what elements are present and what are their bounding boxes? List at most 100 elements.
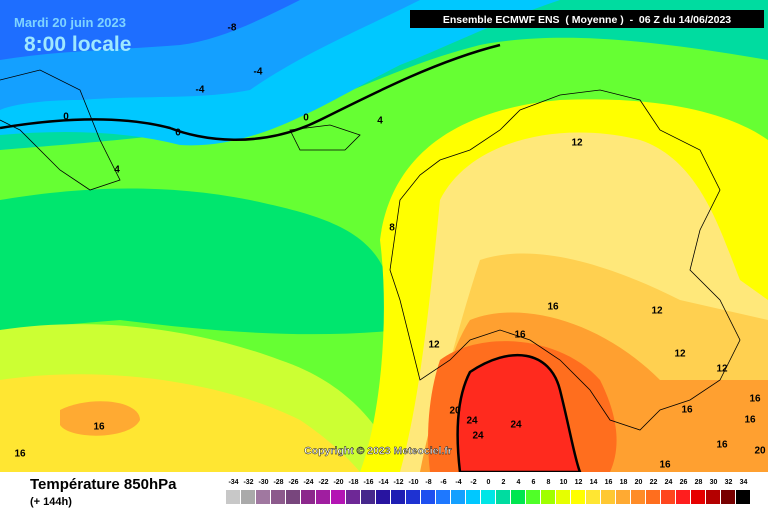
scale-label: -6 (440, 479, 446, 486)
scale-swatch (646, 490, 660, 504)
contour-label: 12 (674, 349, 686, 360)
scale-swatch (676, 490, 690, 504)
contour-label: 24 (472, 431, 484, 442)
scale-swatch (481, 490, 495, 504)
scale-swatch (466, 490, 480, 504)
contour-label: 12 (651, 306, 663, 317)
contour-label: 20 (754, 446, 766, 457)
contour-label: 4 (114, 165, 120, 176)
scale-label: -2 (470, 479, 476, 486)
scale-swatch (631, 490, 645, 504)
zone-m8 (0, 0, 300, 60)
contour-label: -8 (228, 23, 237, 34)
scale-swatch (736, 490, 750, 504)
scale-label: 8 (547, 479, 551, 486)
contour-label: 12 (428, 340, 440, 351)
scale-swatch (586, 490, 600, 504)
contour-label: 12 (716, 364, 728, 375)
scale-label: -20 (333, 479, 343, 486)
zone-8 (0, 188, 400, 335)
scale-label: -22 (318, 479, 328, 486)
scale-swatch (226, 490, 240, 504)
contour-label: 0 (63, 112, 69, 123)
scale-label: -28 (273, 479, 283, 486)
zone-14 (0, 374, 360, 472)
scale-label: 16 (605, 479, 613, 486)
contour-label: 4 (377, 116, 383, 127)
scale-swatch (496, 490, 510, 504)
contour-label: 20 (449, 406, 461, 417)
scale-swatch (271, 490, 285, 504)
contour-labels: -8 -4 -4 0 0 0 4 4 8 12 12 12 12 12 16 16 16 16 16 16 16 16 20… (14, 23, 766, 471)
scale-label: -24 (303, 479, 313, 486)
scale-label: 20 (635, 479, 643, 486)
scale-swatch (511, 490, 525, 504)
time: 8:00 locale (24, 33, 131, 56)
scale-swatch (526, 490, 540, 504)
scale-swatch (436, 490, 450, 504)
scale-swatch (721, 490, 735, 504)
contour-label: 16 (93, 422, 105, 433)
scale-label: 26 (680, 479, 688, 486)
scale-swatch (361, 490, 375, 504)
contour-label: 16 (514, 330, 526, 341)
scale-label: -4 (455, 479, 461, 486)
contour-label: 16 (716, 440, 728, 451)
contour-label: 24 (510, 420, 522, 431)
scale-swatch (286, 490, 300, 504)
scale-swatch (346, 490, 360, 504)
scale-swatch (406, 490, 420, 504)
scale-label: -30 (258, 479, 268, 486)
contour-label: 16 (744, 415, 756, 426)
contour-label: 16 (681, 405, 693, 416)
zone-24 (456, 353, 582, 474)
scale-swatch (661, 490, 675, 504)
contour-label: 16 (547, 302, 559, 313)
scale-swatch (541, 490, 555, 504)
scale-swatch (391, 490, 405, 504)
scale-swatch (316, 490, 330, 504)
scale-swatch (421, 490, 435, 504)
coastlines (389, 89, 741, 431)
scale-swatch (451, 490, 465, 504)
scale-swatch (331, 490, 345, 504)
scale-swatch (376, 490, 390, 504)
scale-label: 30 (710, 479, 718, 486)
scale-label: 2 (502, 479, 506, 486)
scale-swatch (241, 490, 255, 504)
scale-label: 14 (590, 479, 598, 486)
scale-label: 10 (560, 479, 568, 486)
scale-label: 28 (695, 479, 703, 486)
scale-swatch (706, 490, 720, 504)
scale-label: -16 (363, 479, 373, 486)
scale-swatch (601, 490, 615, 504)
contour-label: 16 (14, 449, 26, 460)
scale-label: 24 (665, 479, 673, 486)
scale-swatch (301, 490, 315, 504)
scale-swatch (556, 490, 570, 504)
scale-swatch (616, 490, 630, 504)
contour-label: -4 (254, 67, 263, 78)
scale-label: 34 (740, 479, 748, 486)
color-scale: -34 -32 -30 -28 -26 -24 -22 -20 -18 -16 -14 -12 -10-… (226, 479, 750, 504)
model: Ensemble ECMWF ENS ( Moyenne ) - 06 Z du… (443, 14, 731, 26)
scale-label: 22 (650, 479, 658, 486)
scale-label: -14 (378, 479, 388, 486)
model-box (410, 10, 764, 28)
contour-label: 8 (389, 223, 395, 234)
lead-time: (+ 144h) (30, 496, 72, 508)
contour-label: 0 (303, 113, 309, 124)
contour-label: 12 (571, 138, 583, 149)
scale-label: -18 (348, 479, 358, 486)
scale-label: 32 (725, 479, 733, 486)
scale-label: 18 (620, 479, 628, 486)
scale-swatch (571, 490, 585, 504)
date: Mardi 20 juin 2023 (14, 15, 126, 30)
scale-swatch (256, 490, 270, 504)
greenland (0, 69, 121, 191)
scale-label: 4 (517, 479, 521, 486)
scale-label: 6 (532, 479, 536, 486)
contour-label: 16 (659, 460, 671, 471)
zone-16 (60, 401, 140, 436)
